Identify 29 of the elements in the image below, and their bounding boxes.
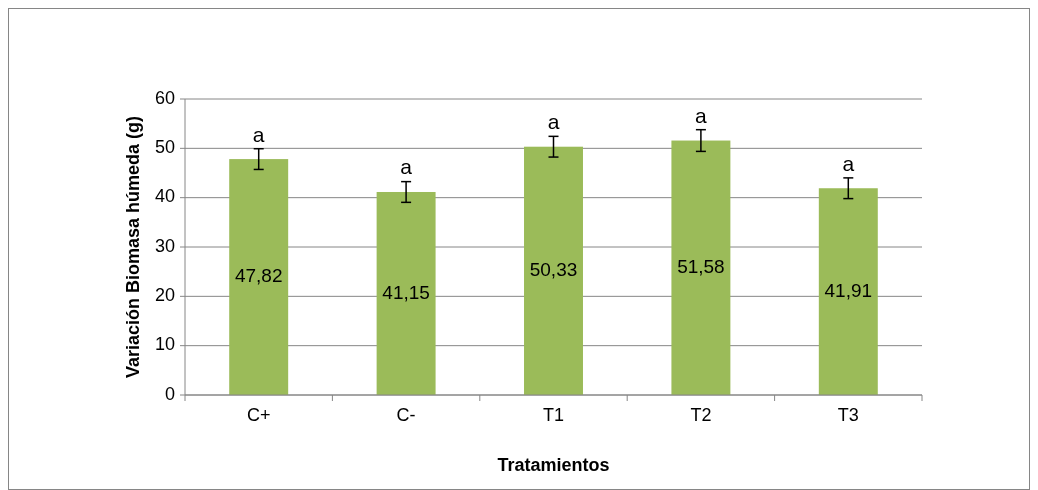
data-label: 47,82 bbox=[234, 265, 283, 287]
annotation: a bbox=[547, 110, 560, 134]
annotation: a bbox=[400, 155, 413, 179]
y-tick-label: 50 bbox=[154, 137, 175, 158]
data-label: 41,91 bbox=[824, 279, 873, 301]
y-tick-label: 40 bbox=[154, 186, 175, 207]
x-tick-label: T3 bbox=[837, 405, 859, 425]
y-tick-label: 0 bbox=[164, 383, 175, 404]
annotation: a bbox=[252, 122, 265, 146]
bar bbox=[818, 188, 878, 395]
y-tick-label: 60 bbox=[154, 87, 175, 108]
bar bbox=[229, 159, 289, 395]
bar bbox=[524, 146, 583, 395]
x-tick-label: T2 bbox=[690, 405, 712, 425]
data-label: 50,33 bbox=[529, 258, 578, 280]
y-axis-title: Variación Biomasa húmeda (g) bbox=[123, 115, 143, 379]
bar bbox=[376, 191, 436, 395]
x-axis-title: Tratamientos bbox=[497, 455, 610, 475]
x-tick-label: C- bbox=[396, 405, 416, 425]
x-tick-label: C+ bbox=[246, 405, 271, 425]
y-tick-label: 10 bbox=[154, 334, 175, 355]
bar bbox=[671, 140, 731, 395]
y-tick-label: 20 bbox=[154, 285, 175, 306]
x-tick-label: T1 bbox=[542, 405, 565, 425]
annotation: a bbox=[695, 103, 708, 127]
data-label: 51,58 bbox=[677, 255, 725, 277]
annotation: a bbox=[842, 151, 855, 175]
y-tick-label: 30 bbox=[154, 235, 175, 256]
data-label: 41,15 bbox=[382, 281, 430, 303]
